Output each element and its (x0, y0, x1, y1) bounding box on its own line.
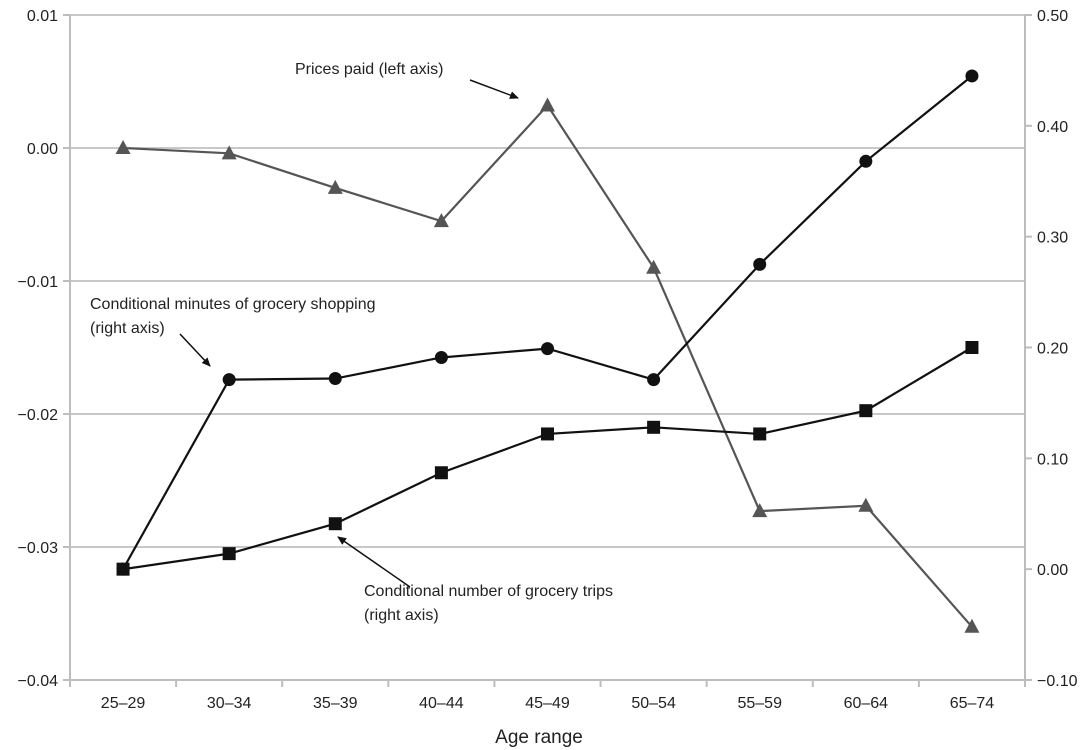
x-tick-label: 65–74 (950, 695, 995, 712)
x-tick-label: 45–49 (525, 695, 570, 712)
point-square (434, 466, 448, 480)
point-square (116, 562, 130, 576)
point-triangle (327, 179, 343, 194)
point-square (647, 420, 661, 434)
point-circle (753, 257, 767, 271)
series-label-square: (right axis) (364, 607, 439, 624)
right-tick-label: 0.10 (1037, 451, 1068, 468)
series-label-circle: (right axis) (90, 320, 165, 337)
point-triangle (115, 140, 131, 154)
point-circle (647, 373, 661, 387)
x-tick-label: 25–29 (101, 695, 146, 712)
x-tick-label: 55–59 (737, 695, 782, 712)
x-tick-label: 50–54 (631, 695, 676, 712)
series-label-triangle: Prices paid (left axis) (295, 61, 444, 78)
right-tick-label: 0.20 (1037, 341, 1068, 358)
right-tick-label: −0.10 (1037, 673, 1078, 690)
point-circle (965, 69, 979, 83)
annotation-arrow (337, 536, 411, 588)
point-circle (541, 342, 554, 356)
right-axis-ticks: 0.50 0.40 0.30 0.20 0.10 0.00 −0.10 (1025, 8, 1078, 690)
right-tick-label: 0.30 (1037, 230, 1068, 247)
right-tick-label: 0.50 (1037, 8, 1068, 25)
x-tick-label: 35–39 (313, 695, 358, 712)
point-circle (434, 350, 448, 364)
annotation-arrow (179, 333, 211, 367)
point-circle (859, 154, 873, 168)
x-axis-ticks: 25–29 30–34 35–39 40–44 45–49 50–54 55–59 60–64… (69, 680, 1026, 712)
left-tick-label: 0.01 (27, 8, 58, 25)
point-circle (222, 373, 236, 387)
annotation-arrow (469, 79, 519, 99)
series-label-circle: Conditional minutes of grocery shopping (90, 296, 376, 313)
point-triangle (858, 497, 874, 512)
series (115, 69, 980, 633)
left-tick-label: 0.00 (27, 141, 58, 158)
left-tick-label: −0.01 (18, 274, 59, 291)
x-tick-label: 60–64 (844, 695, 889, 712)
point-square (753, 427, 767, 441)
point-triangle (964, 618, 980, 633)
right-tick-label: 0.00 (1037, 562, 1068, 579)
point-square (328, 517, 342, 531)
point-circle (328, 372, 342, 386)
series-label-square: Conditional number of grocery trips (364, 583, 613, 600)
right-tick-label: 0.40 (1037, 119, 1068, 136)
x-tick-label: 40–44 (419, 695, 464, 712)
point-square (222, 547, 236, 561)
point-triangle (540, 97, 555, 112)
left-tick-label: −0.03 (18, 540, 59, 557)
left-tick-label: −0.04 (18, 673, 59, 690)
series-line-circle (122, 75, 973, 570)
point-triangle (752, 503, 768, 518)
x-axis-label: Age range (495, 727, 583, 748)
point-triangle (433, 213, 449, 228)
left-tick-label: −0.02 (18, 407, 59, 424)
x-tick-label: 30–34 (207, 695, 252, 712)
point-triangle (221, 145, 237, 160)
point-square (541, 427, 554, 441)
series-line-square (122, 346, 973, 571)
grid-lines (70, 14, 1025, 548)
point-triangle (646, 259, 662, 274)
annotations: Prices paid (left axis) Conditional minut… (90, 61, 613, 624)
point-square (965, 341, 979, 354)
point-square (859, 404, 873, 418)
left-axis-ticks: 0.01 0.00 −0.01 −0.02 −0.03 −0.04 (18, 8, 70, 690)
